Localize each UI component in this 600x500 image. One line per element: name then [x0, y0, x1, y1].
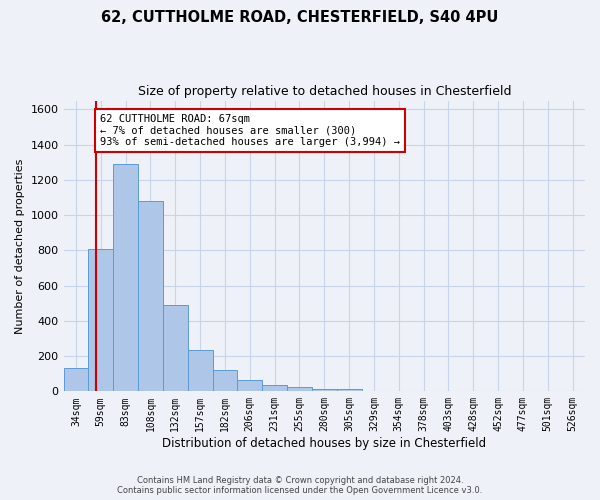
Bar — [88, 248, 113, 392]
Bar — [312, 389, 337, 392]
Bar — [113, 164, 138, 392]
Bar — [64, 368, 88, 392]
Bar — [163, 305, 188, 392]
Bar — [238, 380, 262, 392]
Y-axis label: Number of detached properties: Number of detached properties — [15, 158, 25, 334]
Bar — [138, 201, 163, 392]
Bar — [262, 384, 287, 392]
Bar — [212, 370, 238, 392]
Bar — [287, 388, 312, 392]
Title: Size of property relative to detached houses in Chesterfield: Size of property relative to detached ho… — [137, 85, 511, 98]
X-axis label: Distribution of detached houses by size in Chesterfield: Distribution of detached houses by size … — [162, 437, 487, 450]
Text: 62 CUTTHOLME ROAD: 67sqm
← 7% of detached houses are smaller (300)
93% of semi-d: 62 CUTTHOLME ROAD: 67sqm ← 7% of detache… — [100, 114, 400, 147]
Text: 62, CUTTHOLME ROAD, CHESTERFIELD, S40 4PU: 62, CUTTHOLME ROAD, CHESTERFIELD, S40 4P… — [101, 10, 499, 25]
Bar — [337, 389, 362, 392]
Bar — [188, 350, 212, 392]
Text: Contains HM Land Registry data © Crown copyright and database right 2024.
Contai: Contains HM Land Registry data © Crown c… — [118, 476, 482, 495]
